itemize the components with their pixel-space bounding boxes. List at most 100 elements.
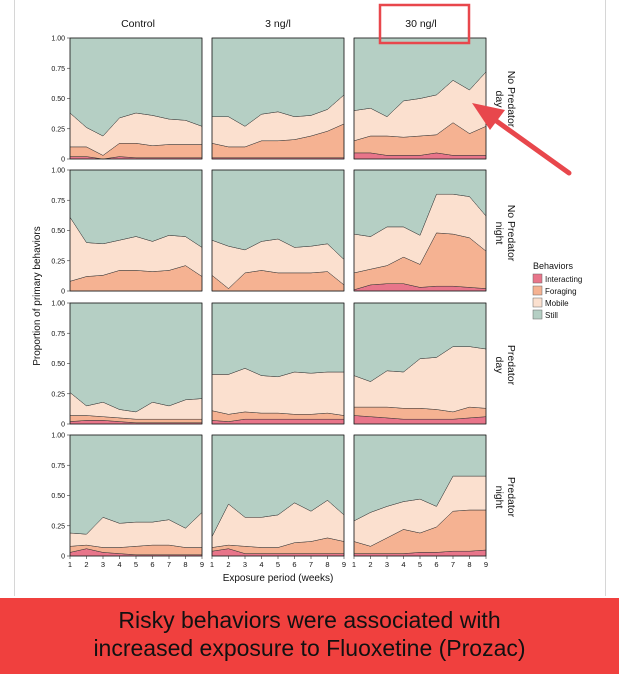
x-tick-label: 6	[292, 560, 296, 569]
highlight-box-30ng	[378, 3, 471, 45]
caption-line-1: Risky behaviors were associated with	[118, 607, 501, 633]
x-tick-label: 6	[434, 560, 438, 569]
row-label-no-predator-day: No Predatorday	[493, 71, 517, 128]
y-tick-label: 0.75	[51, 66, 65, 73]
y-tick-label: 0.50	[51, 228, 65, 235]
row-label-predator-day: Predatorday	[493, 345, 517, 386]
x-tick-label: 6	[150, 560, 154, 569]
arrow-head	[472, 103, 505, 130]
area-still-r2-c1	[211, 302, 345, 378]
row-strip-no-predator-night: No Predatornight	[493, 205, 517, 262]
row-strip-predator-day: Predatorday	[493, 345, 517, 386]
panel-r2-c0	[69, 302, 203, 425]
panel-r2-c1	[211, 302, 345, 425]
panel-border	[211, 302, 345, 425]
legend-swatch-interacting	[532, 273, 543, 284]
x-tick-label: 7	[167, 560, 171, 569]
caption-line-2: increased exposure to Fluoxetine (Prozac…	[93, 635, 526, 661]
panel-r1-c1	[211, 169, 345, 292]
panels-layer: 0 0.25 0.50 0.75 1.00 0 0.25 0.50 0.75 1.00 0 0.25 0…	[51, 36, 488, 570]
x-tick-label: 5	[276, 560, 280, 569]
panel-border	[211, 37, 345, 160]
panel-border	[211, 169, 345, 292]
panel-r1-c0	[69, 169, 203, 292]
legend-swatch-mobile	[532, 297, 543, 308]
row-label-predator-night: Predatornight	[493, 477, 517, 518]
legend-label-interacting: Interacting	[545, 275, 582, 284]
y-tick-label: 0.25	[51, 126, 65, 133]
caption-banner: Risky behaviors were associated with inc…	[0, 598, 619, 674]
y-tick-label: 1.00	[51, 433, 65, 440]
x-tick-label: 9	[342, 560, 346, 569]
x-tick-label: 9	[484, 560, 488, 569]
x-tick-label: 2	[84, 560, 88, 569]
legend-swatch-still	[532, 309, 543, 320]
legend: Behaviors Interacting Foraging Mobile Still	[532, 261, 582, 320]
legend-swatch-foraging	[532, 285, 543, 296]
y-tick-label: 1.00	[51, 301, 65, 308]
area-still-r3-c0	[69, 434, 203, 535]
faceted-area-chart: 0 0.25 0.50 0.75 1.00 0 0.25 0.50 0.75 1.00 0 0.25 0…	[32, 3, 582, 584]
y-tick-label: 0	[61, 422, 65, 429]
column-header-3ng: 3 ng/l	[265, 18, 291, 30]
x-tick-label: 1	[210, 560, 214, 569]
area-still-r2-c0	[69, 302, 203, 413]
legend-title: Behaviors	[533, 261, 574, 271]
x-tick-label: 5	[134, 560, 138, 569]
legend-label-mobile: Mobile	[545, 299, 569, 308]
y-tick-label: 0	[61, 554, 65, 561]
y-tick-label: 0.25	[51, 258, 65, 265]
arrow-shaft	[492, 117, 572, 176]
panel-r1-c2	[353, 169, 487, 292]
y-tick-label: 0.75	[51, 198, 65, 205]
x-tick-label: 8	[183, 560, 187, 569]
x-tick-label: 9	[200, 560, 204, 569]
x-tick-label: 8	[467, 560, 471, 569]
x-tick-label: 3	[385, 560, 389, 569]
y-tick-label: 0.75	[51, 463, 65, 470]
y-tick-label: 0	[61, 289, 65, 296]
x-tick-label: 2	[368, 560, 372, 569]
area-still-r1-c0	[69, 169, 203, 248]
y-tick-label: 0.25	[51, 391, 65, 398]
panel-r3-c0	[69, 434, 203, 557]
x-tick-label: 3	[101, 560, 105, 569]
y-tick-label: 1.00	[51, 36, 65, 43]
x-tick-label: 7	[451, 560, 455, 569]
y-tick-label: 0.25	[51, 523, 65, 530]
x-tick-label: 1	[68, 560, 72, 569]
row-label-no-predator-night: No Predatornight	[493, 205, 517, 262]
y-tick-label: 0.50	[51, 361, 65, 368]
y-tick-label: 0.50	[51, 96, 65, 103]
panel-r0-c2	[353, 37, 487, 160]
x-tick-label: 3	[243, 560, 247, 569]
panel-border	[353, 37, 487, 160]
y-tick-label: 0.75	[51, 331, 65, 338]
panel-border	[353, 302, 487, 425]
x-tick-label: 4	[259, 560, 263, 569]
x-tick-label: 2	[226, 560, 230, 569]
panel-r0-c1	[211, 37, 345, 160]
annotation-arrow	[472, 103, 572, 176]
x-tick-label: 5	[418, 560, 422, 569]
legend-label-foraging: Foraging	[545, 287, 577, 296]
panel-r3-c1	[211, 434, 345, 557]
legend-items: Interacting Foraging Mobile Still	[532, 273, 582, 320]
x-tick-label: 7	[309, 560, 313, 569]
row-strip-predator-night: Predatornight	[493, 477, 517, 518]
y-axis-label: Proportion of primary behaviors	[32, 226, 43, 366]
panel-r0-c0	[69, 37, 203, 160]
column-header-30ng: 30 ng/l	[405, 18, 437, 30]
y-tick-label: 1.00	[51, 168, 65, 175]
panel-r3-c2	[353, 434, 487, 557]
row-strip-no-predator-day: No Predatorday	[493, 71, 517, 128]
y-tick-label: 0.50	[51, 493, 65, 500]
x-tick-label: 4	[401, 560, 405, 569]
x-tick-label: 8	[325, 560, 329, 569]
legend-label-still: Still	[545, 311, 558, 320]
panel-r2-c2	[353, 302, 487, 425]
panel-border	[353, 169, 487, 292]
y-tick-label: 0	[61, 157, 65, 164]
column-header-control: Control	[121, 18, 155, 30]
x-tick-label: 4	[117, 560, 121, 569]
